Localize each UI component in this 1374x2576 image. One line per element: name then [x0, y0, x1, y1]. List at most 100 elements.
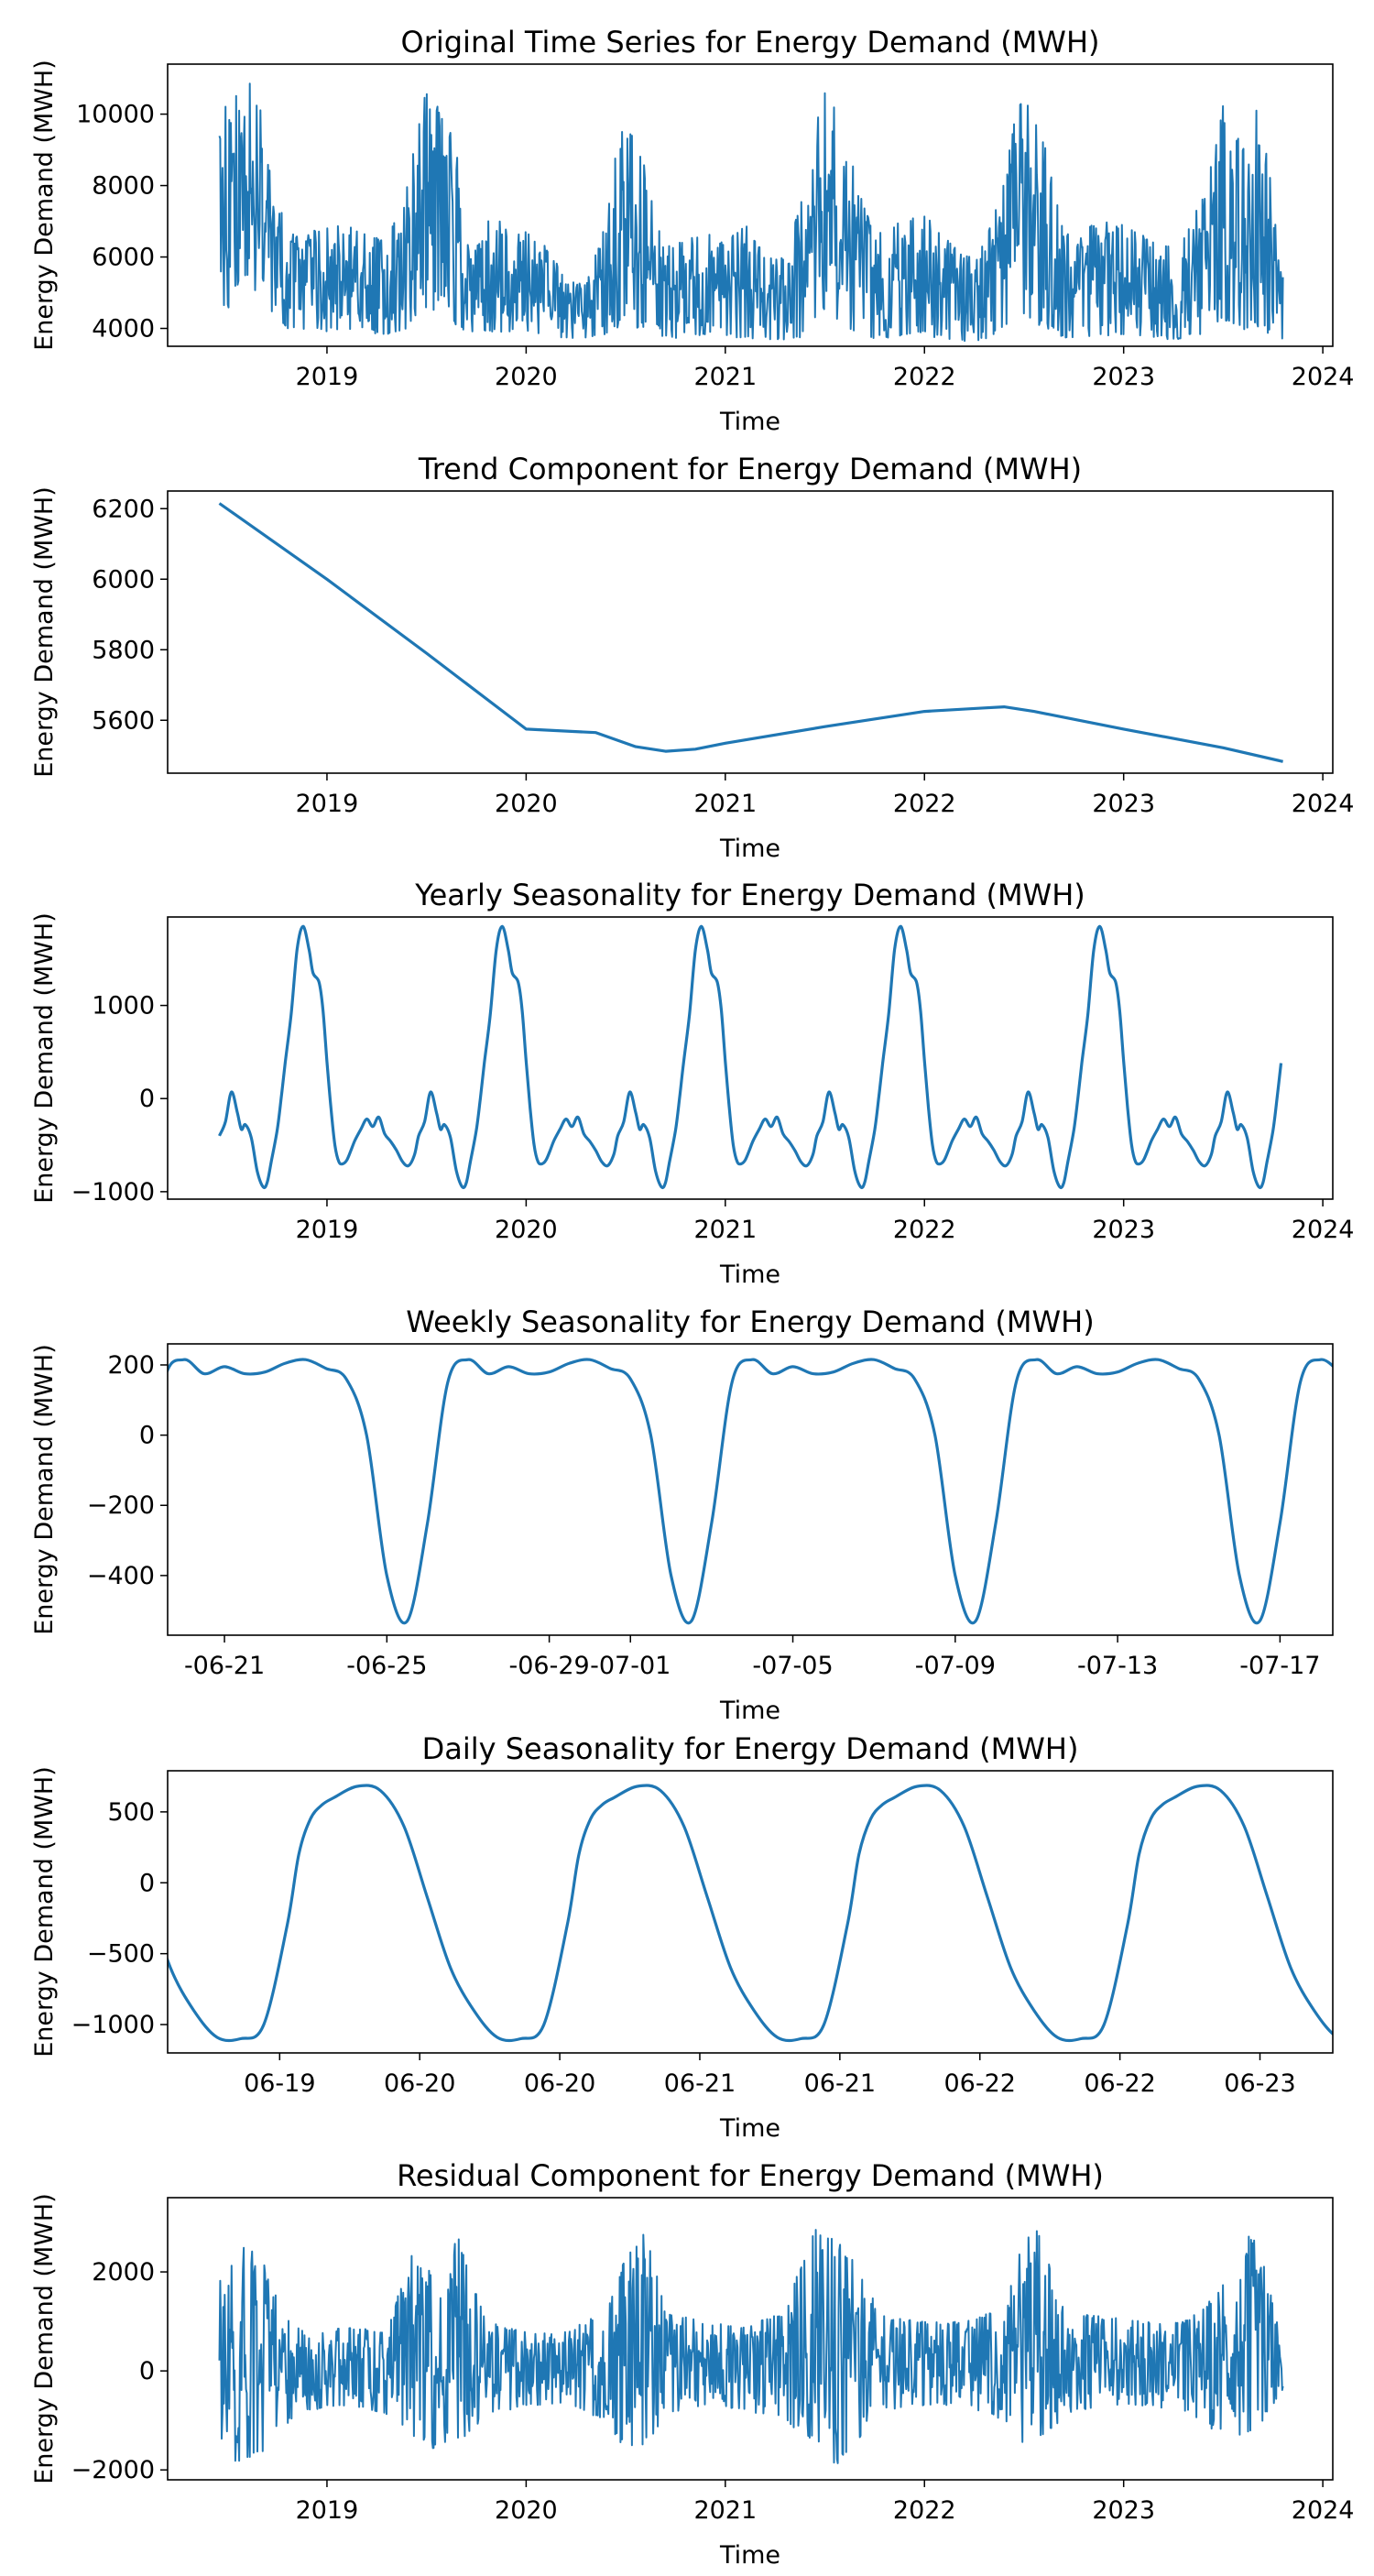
x-tick-label: 2023 [1092, 2496, 1155, 2525]
x-tick-label: -07-09 [915, 1652, 996, 1680]
x-tick-label: 2020 [495, 1216, 558, 1244]
series-path [218, 82, 1284, 343]
y-tick-label: 0 [139, 1869, 155, 1897]
y-tick-label: 10000 [76, 101, 155, 129]
y-tick-label: 2000 [92, 2258, 155, 2287]
x-tick-label: 06-22 [943, 2069, 1015, 2098]
chart-title: Daily Seasonality for Energy Demand (MWH… [422, 1731, 1079, 1766]
y-tick-label: −1000 [71, 2011, 155, 2039]
x-axis-label: Time [719, 408, 780, 436]
x-tick-label: 2022 [893, 790, 956, 818]
series-path [218, 502, 1283, 763]
subplot-5: Daily Seasonality for Energy Demand (MWH… [30, 1731, 1334, 2143]
subplot-1: Original Time Series for Energy Demand (… [30, 25, 1354, 436]
x-tick-label: -07-01 [590, 1652, 671, 1680]
x-tick-label: 2023 [1092, 363, 1155, 391]
y-tick-label: 5600 [92, 706, 155, 735]
plot-frame [167, 490, 1334, 774]
y-axis-label: Energy Demand (MWH) [30, 1766, 59, 2058]
x-tick-label: 06-20 [524, 2069, 595, 2098]
x-tick-label: 2021 [693, 363, 757, 391]
x-tick-label: 2022 [893, 2496, 956, 2525]
x-tick-label: 2023 [1092, 790, 1155, 818]
x-axis-label: Time [719, 1697, 780, 1725]
y-tick-label: −1000 [71, 1178, 155, 1206]
y-tick-label: 200 [107, 1351, 155, 1380]
y-tick-label: 0 [139, 1085, 155, 1113]
plot-frame [167, 1770, 1334, 2054]
x-tick-label: 2023 [1092, 1216, 1155, 1244]
chart-title: Yearly Seasonality for Energy Demand (MW… [414, 878, 1085, 912]
series-line [218, 2229, 1284, 2464]
x-axis-label: Time [719, 1261, 780, 1289]
x-tick-label: -06-29 [509, 1652, 590, 1680]
series-line [168, 1358, 1333, 1625]
series-path [168, 1358, 1333, 1625]
y-axis-label: Energy Demand (MWH) [30, 486, 59, 778]
y-axis-label: Energy Demand (MWH) [30, 2193, 59, 2484]
plot-frame [167, 63, 1334, 347]
x-tick-label: 2021 [693, 2496, 757, 2525]
y-tick-label: 500 [107, 1798, 155, 1827]
x-tick-label: 2022 [893, 1216, 956, 1244]
subplot-4: Weekly Seasonality for Energy Demand (MW… [30, 1304, 1334, 1725]
y-tick-label: 4000 [92, 315, 155, 344]
y-tick-label: 0 [139, 2357, 155, 2385]
x-tick-label: -07-13 [1077, 1652, 1158, 1680]
x-tick-label: 06-20 [384, 2069, 455, 2098]
series-line [168, 1784, 1333, 2043]
x-tick-label: 2021 [693, 1216, 757, 1244]
chart-title: Trend Component for Energy Demand (MWH) [418, 452, 1082, 486]
x-tick-label: -06-25 [346, 1652, 427, 1680]
x-tick-label: -06-21 [184, 1652, 265, 1680]
y-tick-label: 6000 [92, 244, 155, 272]
x-tick-label: 2024 [1292, 363, 1355, 391]
x-tick-label: 06-21 [804, 2069, 876, 2098]
y-axis-label: Energy Demand (MWH) [30, 1344, 59, 1635]
y-tick-label: −500 [87, 1940, 155, 1969]
x-axis-label: Time [719, 835, 780, 863]
x-tick-label: 2020 [495, 2496, 558, 2525]
x-tick-label: 2019 [296, 2496, 359, 2525]
subplot-3: Yearly Seasonality for Energy Demand (MW… [30, 878, 1354, 1289]
x-tick-label: 2024 [1292, 2496, 1355, 2525]
series-line [218, 82, 1284, 343]
series-line [218, 502, 1283, 763]
x-tick-label: 06-21 [664, 2069, 736, 2098]
x-axis-label: Time [719, 2114, 780, 2143]
y-tick-label: 6000 [92, 565, 155, 594]
chart-title: Weekly Seasonality for Energy Demand (MW… [406, 1304, 1094, 1339]
x-tick-label: 2024 [1292, 1216, 1355, 1244]
plot-frame [167, 916, 1334, 1200]
y-axis-label: Energy Demand (MWH) [30, 912, 59, 1204]
y-tick-label: 8000 [92, 172, 155, 201]
x-tick-label: -07-05 [752, 1652, 833, 1680]
y-tick-label: 1000 [92, 992, 155, 1021]
x-tick-label: 06-23 [1224, 2069, 1295, 2098]
x-axis-label: Time [719, 2541, 780, 2570]
plot-frame [167, 2197, 1334, 2481]
subplot-2: Trend Component for Energy Demand (MWH) T… [30, 452, 1354, 863]
x-tick-label: -07-17 [1239, 1652, 1320, 1680]
x-tick-label: 2019 [296, 363, 359, 391]
y-tick-label: 6200 [92, 495, 155, 523]
plot-frame [167, 1343, 1334, 1636]
x-tick-label: 2020 [495, 363, 558, 391]
chart-title: Residual Component for Energy Demand (MW… [397, 2158, 1104, 2193]
x-tick-label: 2019 [296, 790, 359, 818]
chart-title: Original Time Series for Energy Demand (… [401, 25, 1100, 60]
y-tick-label: 0 [139, 1422, 155, 1450]
x-tick-label: 2019 [296, 1216, 359, 1244]
series-path [218, 924, 1283, 1190]
subplot-6: Residual Component for Energy Demand (MW… [30, 2158, 1354, 2570]
y-tick-label: −200 [87, 1491, 155, 1520]
y-tick-label: −400 [87, 1562, 155, 1590]
x-tick-label: 06-22 [1084, 2069, 1155, 2098]
y-axis-label: Energy Demand (MWH) [30, 60, 59, 351]
series-line [218, 924, 1283, 1190]
y-tick-label: 5800 [92, 636, 155, 664]
x-tick-label: 2021 [693, 790, 757, 818]
x-tick-label: 2024 [1292, 790, 1355, 818]
series-path [218, 2229, 1284, 2464]
